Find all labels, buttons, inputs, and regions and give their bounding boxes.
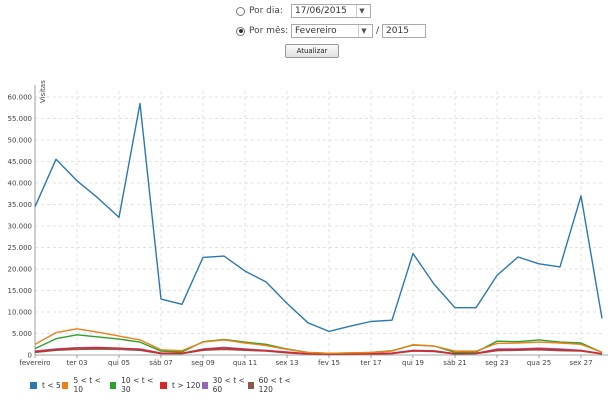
legend-swatch (160, 381, 167, 389)
x-tick-label: sáb 07 (149, 359, 173, 367)
y-tick-label: 20.000 (8, 266, 33, 274)
y-tick-label: 55.000 (8, 115, 33, 123)
legend-item[interactable]: 10 < t < 30 (110, 376, 160, 394)
legend-swatch (202, 381, 208, 389)
series-line (34, 347, 603, 355)
x-tick-label: qua 25 (527, 359, 551, 367)
x-tick-label: qua 11 (233, 359, 257, 367)
legend-label: 60 < t < 120 (258, 376, 291, 394)
update-button[interactable]: Atualizar (285, 44, 339, 58)
legend-label: t < 5 (42, 380, 61, 390)
y-tick-label: 5.000 (12, 330, 32, 338)
y-tick-label: 10.000 (8, 309, 33, 317)
legend-item[interactable]: 5 < t < 10 (62, 376, 110, 394)
y-tick-label: 50.000 (8, 137, 33, 145)
por-mes-radio[interactable] (236, 26, 245, 36)
legend-label: 10 < t < 30 (121, 376, 154, 394)
y-tick-label: 30.000 (8, 223, 33, 231)
x-tick-label: sex 27 (569, 359, 592, 367)
chevron-down-icon[interactable]: ▼ (356, 5, 367, 17)
series-line (34, 102, 603, 333)
x-tick-label: qui 05 (108, 359, 130, 367)
por-dia-label: Por dia: (249, 6, 283, 16)
y-tick-label: 35.000 (8, 201, 33, 209)
legend-label: t > 120 (172, 380, 201, 390)
year-separator: / (376, 26, 380, 36)
month-select[interactable]: Fevereiro ▼ (291, 24, 373, 38)
y-tick-label: 60.000 (8, 94, 33, 102)
date-controls: Por dia: 17/06/2015 ▼ Por mês: Fevereiro… (236, 3, 436, 43)
x-tick-label: fevereiro (19, 359, 50, 367)
por-mes-row: Por mês: Fevereiro ▼ / 2015 (236, 23, 436, 39)
chart-axes: 0 5.000 10.000 15.000 20.000 25.000 30.000 35.0… (8, 85, 608, 367)
x-tick-label: ter 17 (360, 359, 381, 367)
por-dia-radio[interactable] (236, 6, 245, 16)
legend-swatch (30, 381, 37, 389)
legend-swatch (110, 381, 117, 389)
year-input[interactable]: 2015 (382, 24, 427, 38)
chart-series (34, 102, 603, 356)
y-tick-label: 40.000 (8, 180, 33, 188)
date-value: 17/06/2015 (295, 6, 347, 16)
x-tick-label: seg 09 (191, 359, 215, 367)
series-line (34, 328, 603, 354)
month-value: Fevereiro (295, 26, 337, 36)
y-tick-label: 45.000 (8, 158, 33, 166)
legend-item[interactable]: 30 < t < 60 (202, 376, 248, 394)
por-dia-row: Por dia: 17/06/2015 ▼ (236, 3, 436, 19)
x-tick-label: sex 13 (275, 359, 298, 367)
legend-swatch (62, 381, 69, 389)
y-axis-label: Visitas (39, 80, 47, 103)
chart-grid (34, 91, 602, 355)
chart-legend: t < 5 5 < t < 10 10 < t < 30 t > 120 30 < t … (30, 376, 298, 394)
x-tick-label: ter 03 (66, 359, 87, 367)
y-tick-label: 0 (28, 352, 32, 360)
date-input[interactable]: 17/06/2015 ▼ (291, 4, 371, 18)
x-tick-label: seg 23 (485, 359, 509, 367)
x-tick-label: sáb 21 (443, 359, 467, 367)
chevron-down-icon[interactable]: ▼ (358, 25, 369, 37)
legend-swatch (248, 381, 254, 389)
por-mes-label: Por mês: (249, 26, 289, 36)
legend-item[interactable]: t < 5 (30, 376, 62, 394)
legend-label: 30 < t < 60 (212, 376, 245, 394)
y-tick-label: 25.000 (8, 244, 33, 252)
y-tick-label: 15.000 (8, 287, 33, 295)
x-tick-label: fev 15 (318, 359, 340, 367)
x-tick-label: qui 19 (402, 359, 424, 367)
legend-item[interactable]: 60 < t < 120 (248, 376, 298, 394)
legend-label: 5 < t < 10 (73, 376, 101, 394)
legend-item[interactable]: t > 120 (160, 376, 202, 394)
